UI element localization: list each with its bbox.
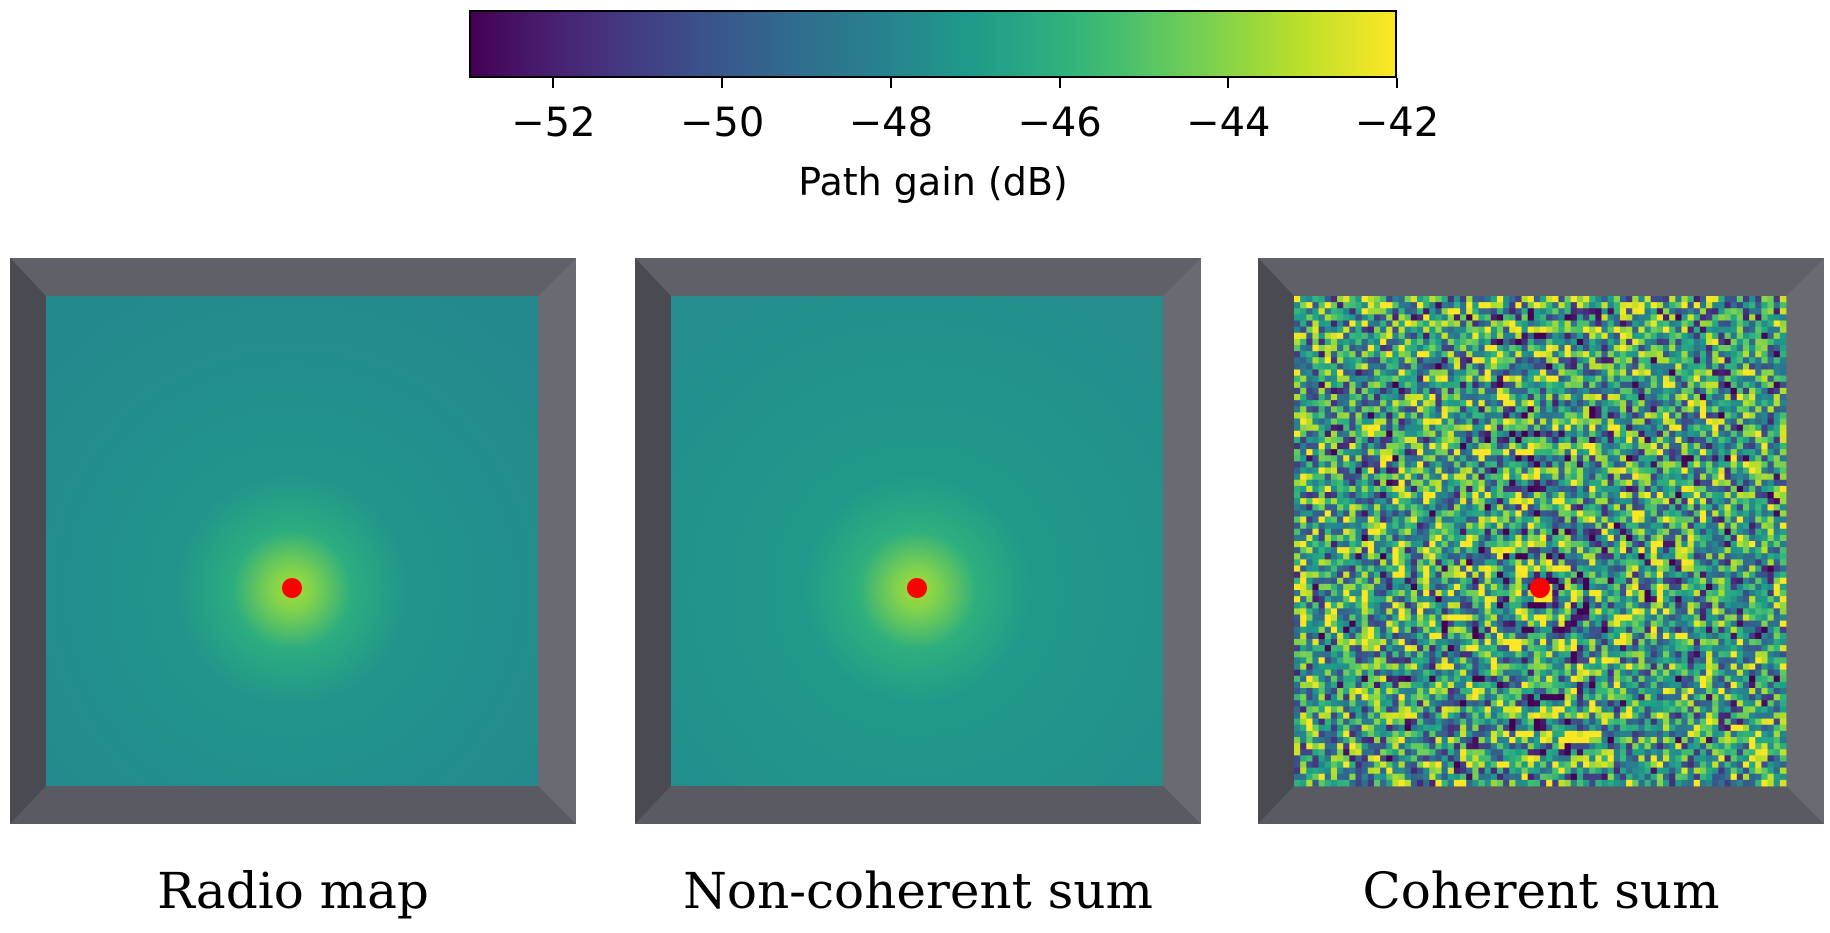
colorbar-label: Path gain (dB) (798, 160, 1068, 204)
heatmap-surface (671, 296, 1163, 786)
colorbar-tick-mark (1227, 78, 1230, 88)
transmitter-marker (282, 578, 302, 598)
heatmap-cells (1294, 296, 1787, 787)
room-wall (1258, 786, 1824, 824)
colorbar-tick-label: −48 (848, 100, 934, 146)
room-wall (1163, 258, 1201, 824)
colorbar-tick-mark (889, 78, 892, 88)
colorbar-tick-mark (721, 78, 724, 88)
panel-coherent-sum (1258, 258, 1824, 824)
heatmap-surface (46, 296, 538, 786)
colorbar-tick-label: −52 (511, 100, 596, 146)
colorbar-tick-label: −42 (1354, 100, 1440, 146)
colorbar-tick-mark (552, 78, 555, 88)
heatmap-panel-svg (1258, 258, 1824, 824)
colorbar-tick-mark (1058, 78, 1061, 88)
room-wall (635, 258, 1201, 296)
room-wall (10, 786, 576, 824)
panel-title-radio-map: Radio map (157, 862, 429, 920)
room-wall (538, 258, 576, 824)
heatmap-panel-svg (635, 258, 1201, 824)
heatmap-panel-svg (10, 258, 576, 824)
room-wall (10, 258, 576, 296)
panel-radio-map (10, 258, 576, 824)
colorbar-tick-label: −46 (1017, 100, 1102, 146)
room-wall (10, 258, 46, 824)
panel-title-non-coherent-sum: Non-coherent sum (683, 862, 1153, 920)
panel-title-coherent-sum: Coherent sum (1362, 862, 1720, 920)
room-wall (635, 258, 671, 824)
room-wall (1786, 258, 1824, 824)
colorbar-tick-mark (1396, 78, 1398, 88)
colorbar-tick-label: −44 (1186, 100, 1271, 146)
transmitter-marker (907, 578, 927, 598)
room-wall (1258, 258, 1294, 824)
transmitter-marker (1530, 578, 1550, 598)
colorbar (469, 10, 1397, 78)
room-wall (1258, 258, 1824, 296)
colorbar-tick-label: −50 (679, 100, 765, 146)
room-wall (635, 786, 1201, 824)
panel-non-coherent-sum (635, 258, 1201, 824)
